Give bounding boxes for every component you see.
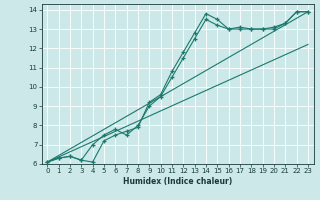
X-axis label: Humidex (Indice chaleur): Humidex (Indice chaleur) [123, 177, 232, 186]
